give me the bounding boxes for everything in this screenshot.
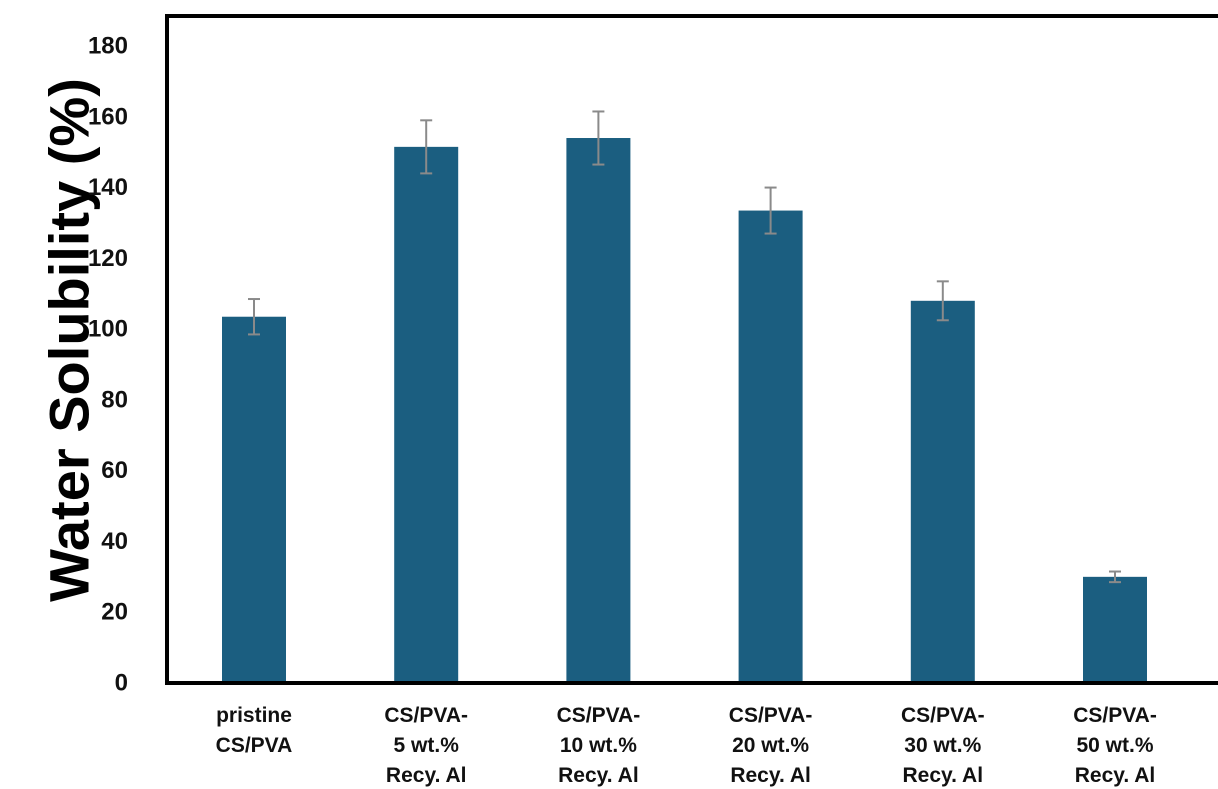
y-tick-label: 80	[101, 386, 128, 413]
error-bar	[592, 110, 605, 166]
x-category-label-line: 20 wt.%	[732, 734, 809, 757]
x-category-label-line: Recy. Al	[903, 764, 984, 787]
y-axis-title-group: Water Solubility (%)	[38, 78, 101, 602]
x-category-label: CS/PVA- 50 wt.% Recy. Al	[1073, 704, 1157, 787]
y-tick-label: 140	[88, 174, 128, 201]
x-category-label-line: Recy. Al	[730, 764, 811, 787]
error-bars-group	[248, 110, 1121, 584]
error-bar	[1109, 570, 1121, 584]
y-ticks-group: 0 20 40 60 80 100 120 140 160 180	[88, 33, 128, 697]
x-category-label-line: Recy. Al	[1075, 764, 1156, 787]
x-category-label-line: 10 wt.%	[560, 734, 637, 757]
y-tick-label: 40	[101, 528, 128, 555]
bar	[394, 146, 459, 683]
bar	[1083, 576, 1147, 683]
bar	[222, 316, 286, 683]
x-category-label: CS/PVA- 30 wt.% Recy. Al	[901, 704, 985, 787]
bar	[738, 210, 803, 683]
x-category-label-line: CS/PVA-	[729, 704, 813, 727]
x-category-label-line: pristine	[216, 704, 292, 727]
error-bar	[420, 119, 433, 175]
x-category-label: CS/PVA- 10 wt.% Recy. Al	[557, 704, 641, 787]
error-bar	[936, 280, 949, 322]
bar	[566, 138, 631, 683]
x-category-label-line: 5 wt.%	[394, 734, 460, 757]
error-bar	[764, 186, 777, 235]
x-category-label-line: 30 wt.%	[904, 734, 981, 757]
y-tick-label: 20	[101, 599, 128, 626]
y-tick-label: 160	[88, 103, 128, 130]
y-tick-label: 60	[101, 457, 128, 484]
y-tick-label: 180	[88, 33, 128, 60]
x-category-label-line: 50 wt.%	[1076, 734, 1153, 757]
x-category-label-line: CS/PVA	[216, 734, 293, 757]
x-category-label-line: Recy. Al	[558, 764, 639, 787]
bars-group	[222, 138, 1147, 683]
error-bar	[248, 298, 260, 336]
y-tick-label: 120	[88, 245, 128, 272]
x-category-label: CS/PVA- 20 wt.% Recy. Al	[729, 704, 813, 787]
x-category-label: CS/PVA- 5 wt.% Recy. Al	[384, 704, 468, 787]
plot-frame	[165, 14, 1218, 685]
x-category-label-line: CS/PVA-	[557, 704, 641, 727]
y-tick-label: 100	[88, 316, 128, 343]
x-category-label: pristine CS/PVA	[216, 704, 293, 757]
x-category-label-line: CS/PVA-	[1073, 704, 1157, 727]
x-category-label-line: CS/PVA-	[384, 704, 468, 727]
x-category-label-line: CS/PVA-	[901, 704, 985, 727]
bar	[910, 300, 975, 683]
y-tick-label: 0	[115, 670, 128, 697]
y-axis-title: Water Solubility (%)	[38, 78, 101, 602]
x-category-label-line: Recy. Al	[386, 764, 467, 787]
